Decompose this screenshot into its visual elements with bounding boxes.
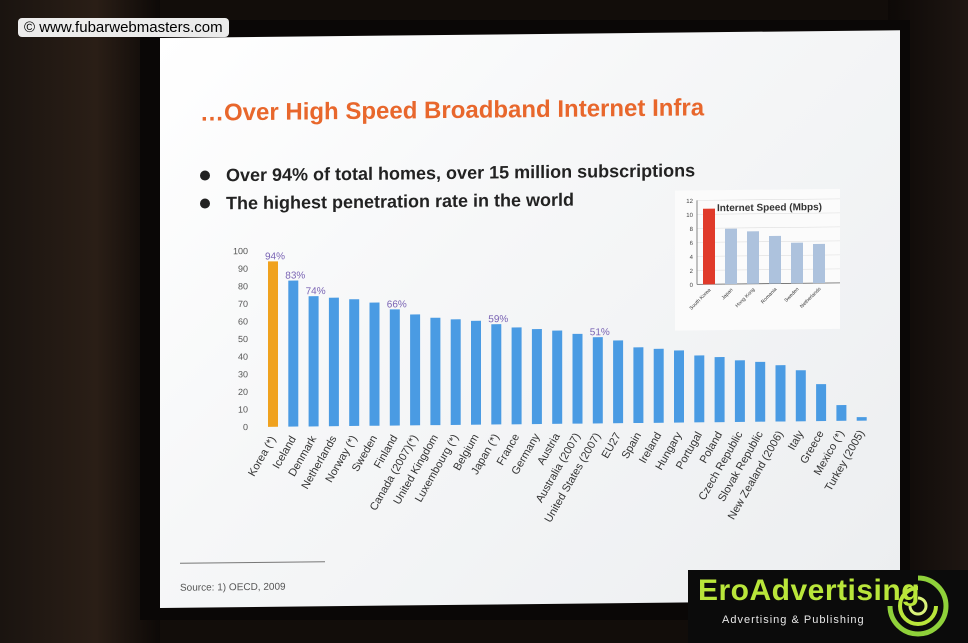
bar: [653, 348, 664, 423]
data-label: 59%: [488, 314, 508, 325]
bar: [552, 330, 563, 424]
data-label: 51%: [590, 327, 610, 338]
gridline: [697, 198, 840, 201]
internet-speed-inset-chart: 0 2 4 6 8 10 12 Internet Speed (Mbps) South Kore…: [675, 188, 840, 331]
x-tick-label: Sweden: [783, 286, 800, 303]
swirl-logo-icon: [887, 575, 949, 637]
bar: [633, 347, 644, 424]
y-tick-label: 40: [238, 352, 248, 362]
y-tick-label: 90: [238, 264, 248, 274]
y-tick-label: 0: [690, 283, 694, 289]
bar: [694, 355, 705, 423]
bullet-list: Over 94% of total homes, over 15 million…: [200, 156, 695, 217]
x-tick-label: Romania: [760, 287, 779, 306]
x-tick-label: Hong Kong: [734, 287, 756, 309]
slide-title: …Over High Speed Broadband Internet Infr…: [200, 94, 705, 127]
bar: [288, 280, 299, 427]
y-tick-label: 4: [690, 255, 694, 261]
source-note: Source: 1) OECD, 2009: [180, 581, 286, 594]
bar: [450, 319, 461, 425]
y-tick-label: 20: [238, 387, 248, 397]
bar: [369, 302, 380, 426]
bar: [795, 370, 806, 422]
bullet-text: Over 94% of total homes, over 15 million…: [226, 159, 696, 185]
gridline: [697, 240, 840, 243]
x-tick-label: South Korea: [689, 287, 713, 311]
presentation-slide: …Over High Speed Broadband Internet Infr…: [160, 30, 900, 609]
bar: [769, 235, 781, 284]
y-tick-label: 8: [690, 227, 694, 233]
y-tick-label: 10: [238, 404, 248, 414]
bar: [791, 242, 803, 284]
gridline: [697, 226, 840, 229]
y-tick-label: 2: [690, 269, 694, 275]
bar: [725, 228, 737, 285]
data-label: 66%: [387, 299, 407, 310]
x-tick-label: Korea (*): [246, 434, 278, 478]
y-tick-label: 80: [238, 281, 248, 291]
data-label: 94%: [265, 251, 285, 262]
bullet-dot-icon: [200, 170, 210, 181]
bar: [775, 365, 786, 422]
bullet-item: The highest penetration rate in the worl…: [200, 184, 695, 217]
y-tick-label: 60: [238, 316, 248, 326]
bar: [531, 328, 542, 425]
logo-name: EroAdvertising: [698, 574, 921, 607]
y-tick-label: 6: [690, 241, 694, 247]
data-label: 74%: [306, 286, 326, 297]
logo-tagline: Advertising & Publishing: [722, 614, 865, 626]
y-tick-label: 70: [238, 299, 248, 309]
data-label: 83%: [285, 270, 305, 281]
site-watermark: © www.fubarwebmasters.com: [18, 18, 229, 37]
gridline: [697, 212, 840, 215]
x-tick-label: Netherlands: [799, 286, 823, 310]
bar: [511, 327, 522, 425]
bar: [430, 317, 441, 426]
x-tick-label: Japan: [721, 287, 735, 301]
x-tick-label: Italy: [786, 428, 807, 452]
y-tick-label: 10: [686, 213, 693, 219]
sponsor-logo: EroAdvertising Advertising & Publishing: [688, 570, 968, 643]
bullet-dot-icon: [200, 198, 210, 209]
bar: [592, 337, 603, 424]
bar: [410, 314, 421, 426]
bar: [613, 340, 624, 424]
inset-title: Internet Speed (Mbps): [717, 202, 822, 214]
bar: [572, 333, 583, 424]
bar: [349, 299, 360, 427]
y-tick-label: 100: [233, 246, 248, 256]
bar: [328, 297, 339, 427]
bullet-text: The highest penetration rate in the worl…: [226, 189, 575, 213]
y-tick-label: 50: [238, 334, 248, 344]
y-tick-label: 30: [238, 369, 248, 379]
bar: [816, 384, 827, 422]
y-tick-label: 0: [243, 422, 248, 432]
bar: [703, 208, 715, 285]
room-background-left: [0, 0, 160, 643]
bar: [268, 261, 278, 427]
bar: [856, 417, 867, 421]
bar: [389, 309, 400, 426]
y-tick-label: 12: [686, 199, 693, 205]
bar: [674, 350, 684, 423]
bar: [734, 360, 745, 422]
bar: [813, 243, 825, 284]
bar: [491, 324, 502, 425]
bar: [755, 361, 766, 422]
bar: [308, 296, 319, 427]
bar: [471, 320, 481, 425]
bar: [836, 404, 847, 421]
bar: [747, 231, 759, 284]
bar: [714, 356, 725, 423]
